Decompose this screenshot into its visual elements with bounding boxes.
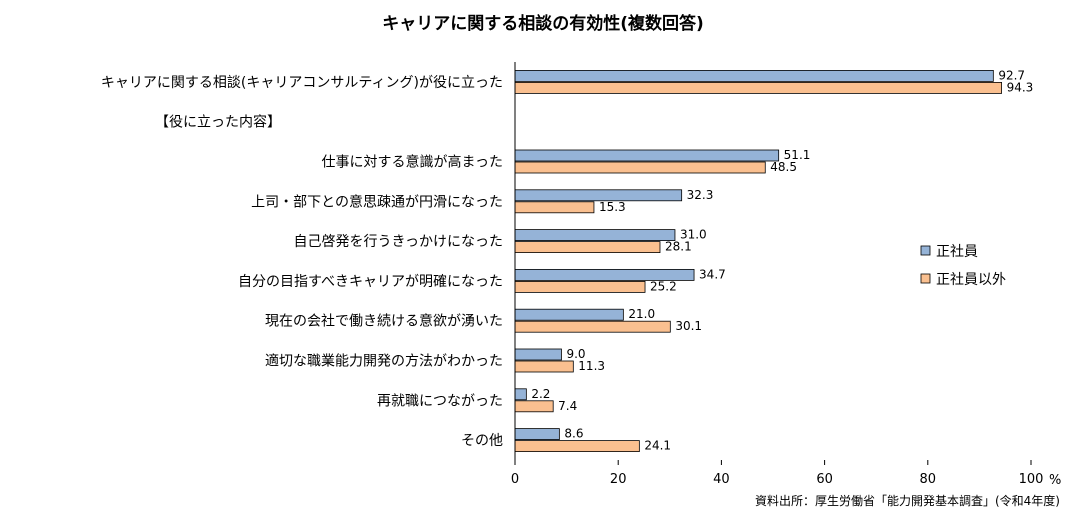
category-label: 適切な職業能力開発の方法がわかった — [265, 353, 503, 370]
bar-seishain — [514, 70, 994, 82]
legend-swatch — [920, 245, 931, 256]
x-tick-label: 60 — [816, 472, 833, 487]
bar-seishain-igai — [514, 360, 574, 373]
legend-label: 正社員以外 — [936, 272, 1006, 288]
bars — [514, 70, 1002, 453]
value-label: 7.4 — [558, 399, 577, 413]
bar-seishain-igai — [514, 440, 640, 453]
x-tick-label: 0 — [511, 472, 519, 487]
value-label: 48.5 — [770, 160, 797, 174]
value-label: 9.0 — [566, 347, 585, 361]
category-label: その他 — [461, 433, 503, 449]
legend-label: 正社員 — [936, 244, 978, 260]
x-tick-label: 40 — [713, 472, 730, 487]
x-tick-label: 100 — [1019, 472, 1044, 487]
category-label: キャリアに関する相談(キャリアコンサルティング)が役に立った — [101, 75, 503, 91]
category-labels: キャリアに関する相談(キャリアコンサルティング)が役に立った【役に立った内容】仕… — [101, 75, 503, 449]
bar-seishain-igai — [514, 280, 646, 293]
value-label: 11.3 — [578, 359, 605, 373]
x-tick-label: 20 — [610, 472, 627, 487]
bar-seishain — [514, 348, 562, 361]
legend-swatch — [920, 273, 931, 284]
bar-seishain-igai — [514, 241, 661, 254]
value-label: 21.0 — [628, 307, 655, 321]
value-label: 8.6 — [564, 427, 583, 441]
category-label: 上司・部下との意思疎通が円滑になった — [251, 193, 503, 210]
value-label: 24.1 — [644, 439, 671, 453]
value-label: 34.7 — [699, 267, 726, 281]
category-label: 仕事に対する意識が高まった — [322, 154, 503, 171]
category-label: 自己啓発を行うきっかけになった — [294, 234, 503, 250]
x-axis-ticks: 0 20 40 60 80 100 — [511, 460, 1044, 487]
value-label: 30.1 — [675, 319, 702, 333]
value-label: 15.3 — [599, 200, 626, 214]
value-label: 25.2 — [650, 279, 677, 293]
category-label: 【役に立った内容】 — [155, 114, 281, 131]
x-tick-label: 80 — [920, 472, 937, 487]
value-label: 2.2 — [531, 387, 550, 401]
x-axis-unit: % — [1049, 473, 1061, 488]
bar-seishain-igai — [514, 320, 671, 333]
bar-seishain — [514, 308, 624, 321]
category-label: 自分の目指すべきキャリアが明確になった — [238, 274, 503, 290]
bar-seishain-igai — [514, 161, 766, 174]
value-label: 31.0 — [680, 228, 707, 242]
category-label: 再就職につながった — [377, 393, 503, 409]
bar-seishain-igai — [514, 82, 1002, 94]
value-label: 94.3 — [1007, 80, 1034, 94]
value-label: 51.1 — [784, 148, 811, 162]
bar-seishain — [514, 149, 780, 162]
category-label: 現在の会社で働き続ける意欲が湧いた — [265, 313, 503, 330]
value-label: 28.1 — [665, 240, 692, 254]
bar-seishain-igai — [514, 400, 554, 413]
value-label: 92.7 — [998, 68, 1025, 82]
chart-title: キャリアに関する相談の有効性(複数回答) — [382, 13, 704, 34]
bar-seishain — [514, 428, 560, 441]
value-labels: 92.794.3 51.148.5 32.3 15.3 31.028.1 34.7 25.2… — [531, 68, 1033, 452]
bar-seishain — [514, 388, 527, 401]
bar-seishain — [514, 229, 676, 242]
bar-seishain-igai — [514, 201, 595, 214]
source-note: 資料出所：厚生労働省「能力開発基本調査」(令和4年度) — [755, 493, 1060, 508]
value-label: 32.3 — [687, 188, 714, 202]
